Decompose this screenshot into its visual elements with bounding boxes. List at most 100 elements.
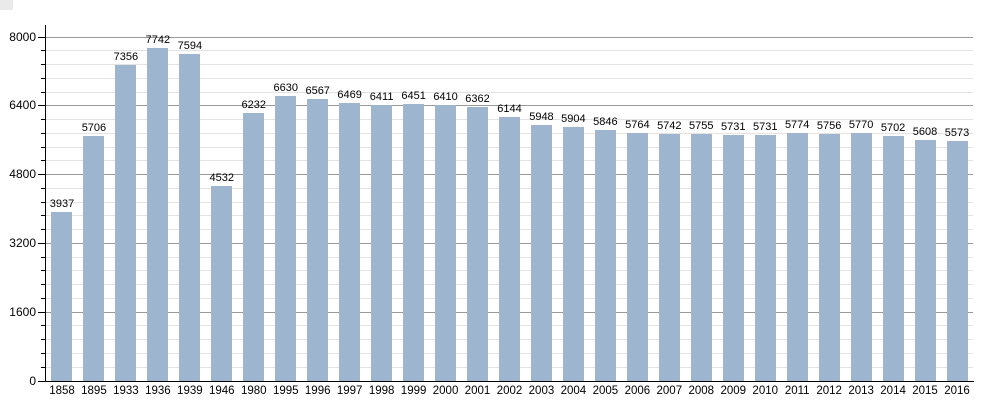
bar-value-label: 5846 xyxy=(593,115,618,128)
y-axis-tick xyxy=(40,270,45,272)
y-axis-tick xyxy=(40,187,45,189)
y-axis-tick xyxy=(40,256,45,258)
x-axis-tick-label: 2009 xyxy=(720,385,747,397)
bar-value-label: 5702 xyxy=(880,121,906,134)
x-axis-tick-label: 2000 xyxy=(432,385,459,397)
x-axis-tick-label: 2014 xyxy=(880,385,906,397)
y-axis-tick xyxy=(40,50,45,52)
x-axis-tick-label: 2006 xyxy=(624,385,651,397)
x-axis-tick-label: 1999 xyxy=(400,385,427,397)
y-axis-tick xyxy=(40,284,45,286)
bar xyxy=(658,134,680,381)
bar-value-label: 5904 xyxy=(561,113,586,126)
y-axis-tick xyxy=(37,36,45,38)
bar xyxy=(562,127,584,381)
plot-area: 3937 1858 5706 1895 7356 1933 7742 1936 7594 1939… xyxy=(46,34,973,397)
y-axis-tick xyxy=(40,297,45,299)
bar xyxy=(850,132,872,381)
bar xyxy=(882,135,904,381)
bar-value-label: 5706 xyxy=(81,121,107,134)
x-axis-tick-label: 2008 xyxy=(688,385,715,397)
bar-value-label: 7356 xyxy=(113,50,139,63)
x-axis-tick-label: 2012 xyxy=(816,385,842,397)
y-axis-tick xyxy=(40,366,45,368)
bar xyxy=(307,98,329,381)
bar xyxy=(530,125,552,381)
bar-value-label: 5948 xyxy=(529,111,554,124)
x-axis-tick-label: 2004 xyxy=(560,385,587,397)
x-axis-tick-label: 2003 xyxy=(528,385,555,397)
y-axis-line xyxy=(44,25,46,382)
bar-value-label: 5755 xyxy=(689,119,714,132)
bar-value-label: 5774 xyxy=(784,118,810,131)
y-axis-tick xyxy=(40,132,45,134)
bar xyxy=(594,129,616,381)
x-axis-tick-label: 2015 xyxy=(912,385,938,397)
bar xyxy=(626,133,648,381)
bar-value-label: 5731 xyxy=(721,120,746,133)
y-axis-tick-label: 6400 xyxy=(9,98,36,113)
x-axis-tick-label: 1998 xyxy=(368,385,395,397)
x-axis-tick-label: 2005 xyxy=(592,385,619,397)
bar-value-label: 3937 xyxy=(49,197,75,210)
x-axis-line xyxy=(44,380,974,382)
x-axis-tick-label: 1939 xyxy=(177,385,203,397)
bar xyxy=(435,105,457,381)
x-axis-tick-label: 1996 xyxy=(304,385,331,397)
minor-gridline xyxy=(46,91,973,93)
bar-value-label: 6410 xyxy=(433,91,458,104)
y-axis-tick xyxy=(37,311,45,313)
x-axis-tick-label: 1858 xyxy=(49,385,75,397)
bar-value-label: 5742 xyxy=(657,120,682,133)
y-axis-tick xyxy=(40,160,45,162)
x-axis-tick-label: 1895 xyxy=(81,385,107,397)
bar xyxy=(243,113,265,381)
bar xyxy=(83,135,105,381)
bar xyxy=(275,95,297,381)
x-axis-tick-label: 2016 xyxy=(944,385,970,397)
bar-value-label: 6567 xyxy=(305,84,330,97)
bar-value-label: 5756 xyxy=(816,119,842,132)
x-axis-tick-label: 2013 xyxy=(848,385,874,397)
bar xyxy=(179,54,201,381)
minor-gridline xyxy=(46,77,973,79)
y-axis-tick-label: 4800 xyxy=(9,167,36,182)
x-axis-tick-label: 2002 xyxy=(496,385,523,397)
x-axis-tick-label: 1946 xyxy=(209,385,235,397)
x-axis-tick-label: 1997 xyxy=(336,385,363,397)
x-axis-tick-label: 2001 xyxy=(464,385,491,397)
minor-gridline xyxy=(46,64,973,66)
corner-artifact xyxy=(0,0,13,10)
y-axis-tick xyxy=(40,91,45,93)
bar xyxy=(339,102,361,381)
y-axis-tick xyxy=(40,352,45,354)
y-axis-tick xyxy=(40,229,45,231)
x-axis-tick-label: 1936 xyxy=(145,385,171,397)
y-axis-tick xyxy=(40,215,45,217)
y-axis-tick-label: 1600 xyxy=(9,304,36,319)
bar xyxy=(818,133,840,381)
x-axis-tick-label: 2010 xyxy=(752,385,779,397)
bar xyxy=(467,107,489,381)
bar xyxy=(754,134,776,381)
bar xyxy=(371,105,393,381)
y-axis-tick xyxy=(40,64,45,66)
bar xyxy=(722,134,744,381)
bar xyxy=(403,103,425,381)
major-gridline xyxy=(46,105,973,107)
bar-value-label: 5573 xyxy=(944,127,970,140)
minor-gridline xyxy=(46,50,973,52)
y-axis-tick xyxy=(37,174,45,176)
major-gridline xyxy=(46,36,973,38)
bar xyxy=(51,211,73,381)
bar-value-label: 7742 xyxy=(145,34,171,47)
y-axis-tick xyxy=(40,201,45,203)
bar xyxy=(946,141,968,381)
y-axis-tick xyxy=(37,242,45,244)
y-axis-tick xyxy=(40,339,45,341)
x-axis-tick-label: 2011 xyxy=(784,385,810,397)
bar-value-label: 6411 xyxy=(369,91,394,104)
bar xyxy=(115,64,137,381)
bar-value-label: 6362 xyxy=(465,93,490,106)
bar xyxy=(147,48,169,381)
